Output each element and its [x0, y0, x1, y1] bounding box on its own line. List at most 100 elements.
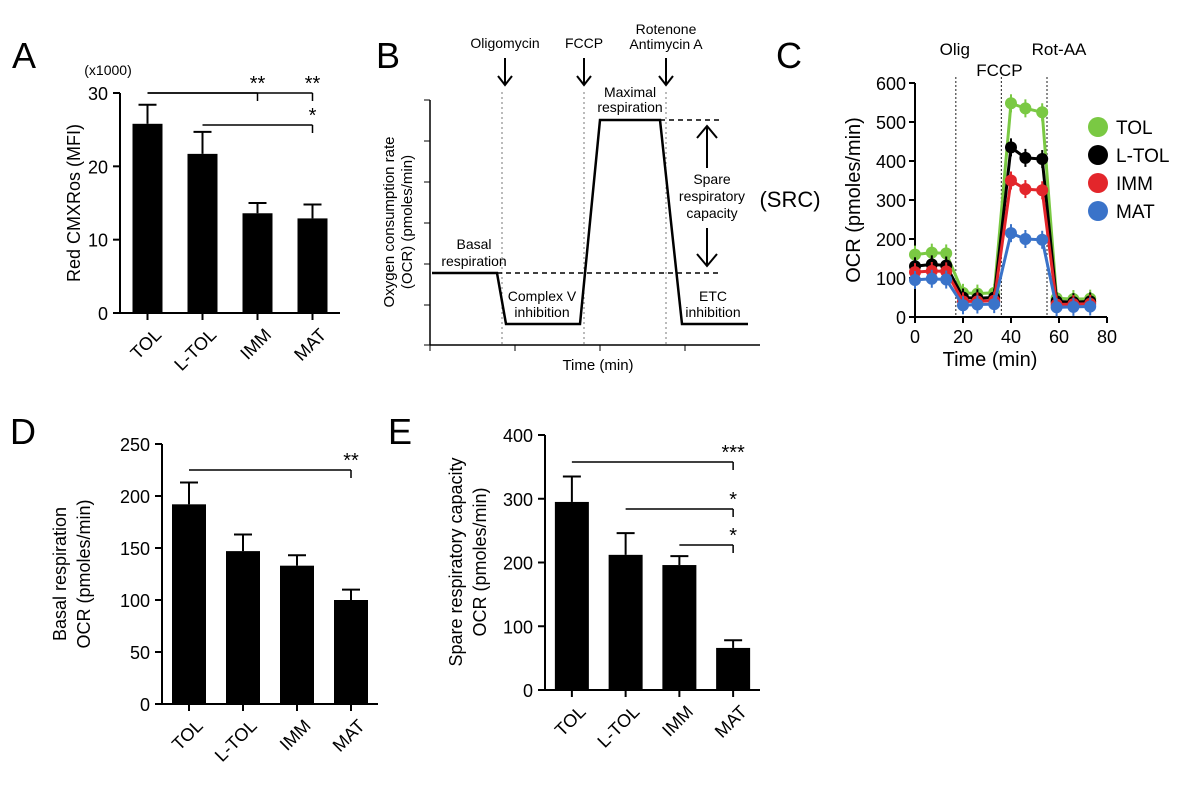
legend-marker	[1088, 173, 1108, 193]
data-point	[1019, 102, 1032, 115]
scale-note: (x1000)	[84, 62, 131, 78]
y-tick-label: 100	[876, 269, 906, 289]
significance-label: **	[250, 73, 266, 95]
data-point	[1005, 227, 1017, 240]
x-tick-label: L-TOL	[170, 325, 220, 375]
panel-letter-b: B	[376, 35, 400, 76]
y-axis-label: OCR (pmoles/min)	[843, 117, 865, 283]
text-line: respiration	[597, 99, 662, 115]
significance-label: *	[309, 105, 317, 127]
data-point	[957, 299, 969, 312]
panel-d-chart: 0 50 100 150 200 250 TOL L-TOL IMM MAT ** Basal res…	[50, 435, 378, 766]
y-tick-label: 500	[876, 113, 906, 133]
x-tick-label: IMM	[276, 716, 315, 755]
y-tick-label: 0	[523, 681, 533, 701]
bar-l-tol	[226, 551, 260, 704]
legend: TOL L-TOL IMM MAT	[1088, 117, 1170, 223]
data-point	[988, 298, 1001, 311]
x-tick-label: IMM	[236, 325, 275, 364]
b-src-double-arrow	[696, 124, 718, 268]
y-tick-label: 150	[120, 539, 150, 559]
data-point	[1050, 301, 1063, 314]
text-line: (OCR) (pmoles/min)	[399, 155, 416, 289]
y-tick-label: 400	[503, 426, 533, 446]
b-label-maximal-respiration: Maximal respiration	[597, 84, 662, 115]
x-axis-label: Time (min)	[943, 349, 1038, 371]
b-x-ticks	[429, 345, 686, 351]
b-label-rotenone: Rotenone Antimycin A	[629, 21, 703, 52]
panel-letter-e: E	[388, 411, 412, 452]
text-line: Rotenone	[636, 21, 697, 37]
data-point	[1036, 184, 1049, 197]
y-tick-label: 300	[503, 490, 533, 510]
legend-marker	[1088, 145, 1108, 165]
text-line: Basal	[456, 236, 491, 252]
bar-imm	[662, 565, 697, 690]
text-line: Basal respiration	[50, 507, 70, 641]
data-point	[971, 298, 984, 311]
bar-l-tol	[187, 153, 218, 313]
bar-tol	[554, 501, 589, 690]
bar-l-tol	[608, 554, 643, 690]
b-ocr-trace	[432, 118, 748, 326]
injection-label-fccp: FCCP	[976, 61, 1022, 80]
y-tick-label: 200	[876, 230, 906, 250]
text-line: capacity	[686, 205, 737, 221]
b-x-axis-label: Time (min)	[562, 357, 633, 374]
injection-label-olig: Olig	[940, 40, 970, 59]
y-tick-label: 400	[876, 152, 906, 172]
y-tick-label: 300	[876, 191, 906, 211]
b-label-oligomycin: Oligomycin	[470, 35, 539, 51]
data-point	[1036, 153, 1049, 166]
text-line: inhibition	[514, 304, 569, 320]
x-tick-label: 0	[910, 327, 920, 347]
legend-marker	[1088, 201, 1108, 221]
data-point	[1019, 151, 1032, 164]
panel-letter-d: D	[10, 411, 36, 452]
y-axis-label: Red CMXRos (MFI)	[64, 124, 84, 282]
panel-c-chart: 0 100 200 300 400 500 600 0 20 40 60 80 Olig FCCP Rot-…	[843, 40, 1170, 371]
significance-label: *	[729, 489, 737, 511]
data-point	[1019, 233, 1032, 245]
legend-label: TOL	[1116, 118, 1153, 139]
text-line: OCR (pmoles/min)	[74, 499, 94, 648]
text-line: Spare respiratory capacity	[446, 457, 466, 666]
x-tick-label: MAT	[711, 702, 751, 742]
text-line: ETC	[699, 288, 727, 304]
text-line: OCR (pmoles/min)	[470, 487, 490, 636]
x-tick-label: L-TOL	[211, 716, 261, 766]
series-mat	[909, 224, 1097, 317]
x-tick-label: MAT	[290, 325, 330, 365]
y-tick-label: 10	[88, 231, 108, 251]
text-line: respiration	[441, 253, 506, 269]
significance-label: ***	[721, 442, 745, 464]
bar-mat	[716, 647, 751, 690]
bar-mat	[297, 218, 328, 313]
data-point	[1067, 300, 1080, 313]
y-axis-label: Basal respiration OCR (pmoles/min)	[50, 499, 94, 648]
data-point	[925, 246, 938, 259]
y-tick-label: 100	[120, 591, 150, 611]
data-point	[909, 273, 921, 286]
x-tick-label: MAT	[329, 716, 369, 756]
b-label-spare-respiratory-capacity: Spare respiratory capacity	[679, 171, 745, 221]
x-tick-label: IMM	[658, 702, 697, 741]
b-label-src: (SRC)	[759, 187, 820, 212]
b-y-ticks	[424, 99, 430, 346]
x-tick-label: 40	[1001, 327, 1021, 347]
series-l-tol	[909, 138, 1097, 312]
data-point	[1019, 183, 1032, 196]
legend-marker	[1088, 117, 1108, 137]
significance-label: **	[343, 450, 359, 472]
x-tick-label: 60	[1049, 327, 1069, 347]
bar-tol	[132, 123, 163, 313]
y-tick-label: 0	[98, 304, 108, 324]
b-label-basal-respiration: Basal respiration	[441, 236, 506, 269]
y-tick-label: 600	[876, 74, 906, 94]
data-point	[1005, 97, 1017, 110]
panel-letter-a: A	[12, 35, 36, 76]
data-point	[1036, 233, 1049, 246]
y-tick-label: 0	[896, 308, 906, 328]
